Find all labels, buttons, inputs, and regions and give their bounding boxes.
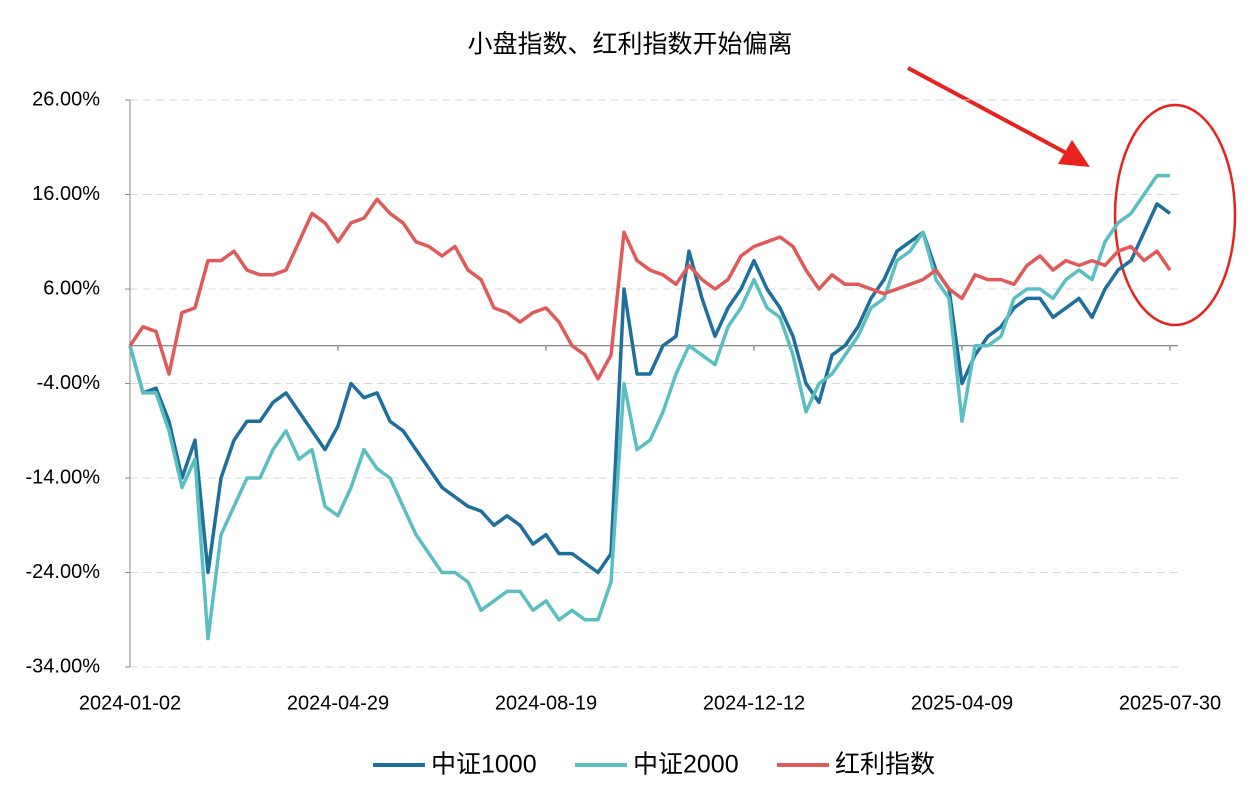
- x-tick-label: 2024-04-29: [287, 692, 389, 714]
- x-tick-label: 2024-12-12: [703, 692, 805, 714]
- series-line: [128, 202, 1172, 575]
- series-line: [128, 173, 1170, 641]
- legend-label: 红利指数: [835, 751, 935, 779]
- legend-label: 中证1000: [431, 751, 537, 779]
- series-line: [128, 197, 1172, 381]
- legend-label: 中证2000: [633, 751, 739, 779]
- x-tick-label: 2024-01-02: [79, 692, 181, 714]
- y-tick-label: 16.00%: [32, 183, 100, 205]
- chart-title: 小盘指数、红利指数开始偏离: [467, 31, 792, 59]
- y-tick-label: -24.00%: [26, 561, 101, 583]
- x-tick-label: 2025-07-30: [1119, 692, 1221, 714]
- x-tick-label: 2025-04-09: [911, 692, 1013, 714]
- y-tick-label: 26.00%: [32, 88, 100, 110]
- annotation-ellipse: [1113, 103, 1237, 327]
- annotation-arrow: [907, 66, 1090, 167]
- y-tick-label: -34.00%: [26, 655, 101, 677]
- y-tick-label: 6.00%: [43, 277, 100, 299]
- y-tick-label: -14.00%: [26, 466, 101, 488]
- y-tick-label: -4.00%: [37, 372, 101, 394]
- x-tick-label: 2024-08-19: [495, 692, 597, 714]
